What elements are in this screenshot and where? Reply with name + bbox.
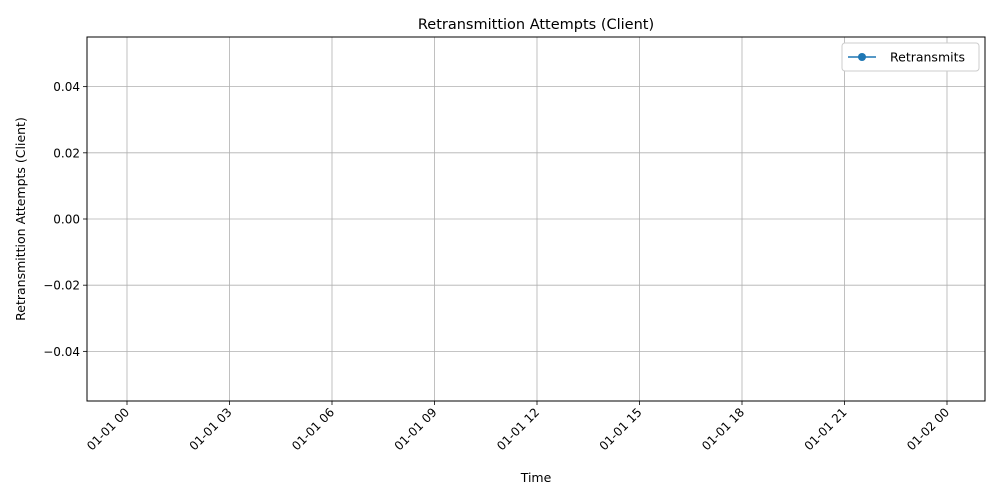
y-gridlines [87, 86, 985, 352]
y-axis-ticks: 0.04 0.02 0.00 −0.02 −0.04 [43, 80, 87, 359]
y-tick-label: 0.04 [53, 80, 80, 94]
y-tick-label: 0.02 [53, 146, 80, 160]
y-tick-label: −0.02 [43, 279, 80, 293]
legend-box [841, 42, 980, 72]
legend-marker-sample [858, 53, 866, 61]
legend-entry-retransmits: Retransmits [890, 50, 965, 65]
y-axis-label: Retransmittion Attempts (Client) [13, 117, 28, 321]
chart-title: Retransmittion Attempts (Client) [418, 17, 654, 33]
x-axis-label: Time [520, 470, 552, 485]
y-tick-label: −0.04 [43, 345, 80, 359]
y-tick-label: 0.00 [53, 213, 80, 227]
legend: Retransmits [841, 42, 980, 72]
